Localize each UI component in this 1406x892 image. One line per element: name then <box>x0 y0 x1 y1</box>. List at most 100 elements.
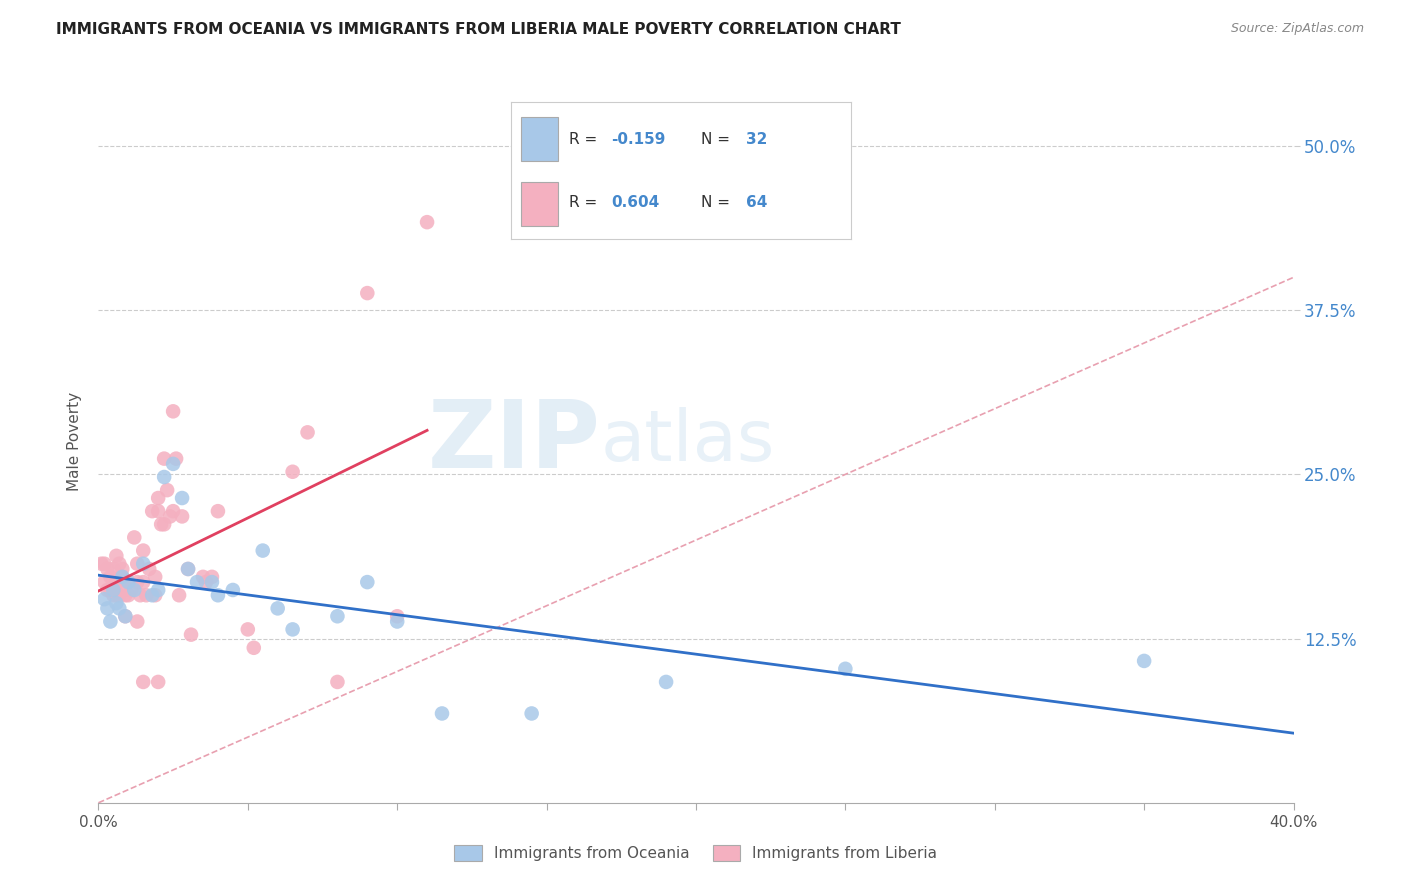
Point <box>93 592 115 607</box>
Y-axis label: Male Poverty: Male Poverty <box>67 392 83 491</box>
Point <box>430 706 453 721</box>
Point <box>356 575 378 590</box>
Point <box>201 570 224 584</box>
Point <box>129 588 152 602</box>
Point <box>191 570 214 584</box>
Point <box>222 582 245 597</box>
Point <box>172 491 194 505</box>
Point <box>141 504 163 518</box>
Point <box>195 575 218 590</box>
Point <box>180 627 202 641</box>
Point <box>153 470 176 484</box>
Point <box>111 570 134 584</box>
Point <box>96 582 118 597</box>
Point <box>172 509 194 524</box>
Point <box>153 451 176 466</box>
Point <box>162 404 184 418</box>
Point <box>143 570 166 584</box>
Point <box>148 491 170 505</box>
Point <box>105 588 128 602</box>
Point <box>96 601 118 615</box>
Point <box>177 562 200 576</box>
Point <box>385 615 409 629</box>
Point <box>281 465 304 479</box>
Point <box>165 451 187 466</box>
Point <box>98 615 122 629</box>
Point <box>114 609 136 624</box>
Point <box>385 609 409 624</box>
Point <box>143 588 166 602</box>
Point <box>90 557 112 571</box>
Point <box>132 543 155 558</box>
Point <box>105 596 128 610</box>
Point <box>148 675 170 690</box>
Point <box>267 601 290 615</box>
Point <box>520 706 543 721</box>
Point <box>186 575 208 590</box>
Point <box>326 675 349 690</box>
Point <box>111 562 134 576</box>
Point <box>98 570 122 584</box>
Point <box>356 286 378 301</box>
Point <box>108 557 131 571</box>
Text: atlas: atlas <box>600 407 775 476</box>
Point <box>98 582 122 597</box>
Point <box>127 615 149 629</box>
Point <box>135 588 157 602</box>
Point <box>834 662 856 676</box>
Point <box>120 582 142 597</box>
Legend: Immigrants from Oceania, Immigrants from Liberia: Immigrants from Oceania, Immigrants from… <box>449 839 943 867</box>
Point <box>655 675 678 690</box>
Point <box>96 562 118 576</box>
Point <box>281 623 304 637</box>
Point <box>105 549 128 563</box>
Point <box>297 425 319 440</box>
Point <box>243 640 266 655</box>
Point <box>127 575 149 590</box>
Point <box>132 575 155 590</box>
Point <box>108 588 131 602</box>
Point <box>103 588 125 602</box>
Point <box>153 517 176 532</box>
Point <box>148 504 170 518</box>
Point <box>111 575 134 590</box>
Point <box>177 562 200 576</box>
Point <box>124 582 146 597</box>
Point <box>111 570 134 584</box>
Point <box>326 609 349 624</box>
Point <box>162 457 184 471</box>
Point <box>117 588 139 602</box>
Text: ZIP: ZIP <box>427 395 600 488</box>
Point <box>108 575 131 590</box>
Point <box>207 504 229 518</box>
Point <box>252 543 274 558</box>
Point <box>207 588 229 602</box>
Point <box>93 575 115 590</box>
Point <box>162 504 184 518</box>
Point <box>236 623 259 637</box>
Point <box>148 582 170 597</box>
Point <box>124 531 146 545</box>
Point <box>159 509 181 524</box>
Point <box>132 557 155 571</box>
Point <box>416 215 439 229</box>
Point <box>167 588 190 602</box>
Text: IMMIGRANTS FROM OCEANIA VS IMMIGRANTS FROM LIBERIA MALE POVERTY CORRELATION CHAR: IMMIGRANTS FROM OCEANIA VS IMMIGRANTS FR… <box>56 22 901 37</box>
Point <box>1133 654 1156 668</box>
Point <box>108 601 131 615</box>
Point <box>141 588 163 602</box>
Point <box>117 575 139 590</box>
Text: Source: ZipAtlas.com: Source: ZipAtlas.com <box>1230 22 1364 36</box>
Point <box>117 575 139 590</box>
Point <box>93 557 115 571</box>
Point <box>114 609 136 624</box>
Point <box>103 575 125 590</box>
Point <box>150 517 173 532</box>
Point <box>127 557 149 571</box>
Point <box>138 562 160 576</box>
Point <box>156 483 179 497</box>
Point <box>103 562 125 576</box>
Point <box>103 582 125 597</box>
Point <box>114 588 136 602</box>
Point <box>105 575 128 590</box>
